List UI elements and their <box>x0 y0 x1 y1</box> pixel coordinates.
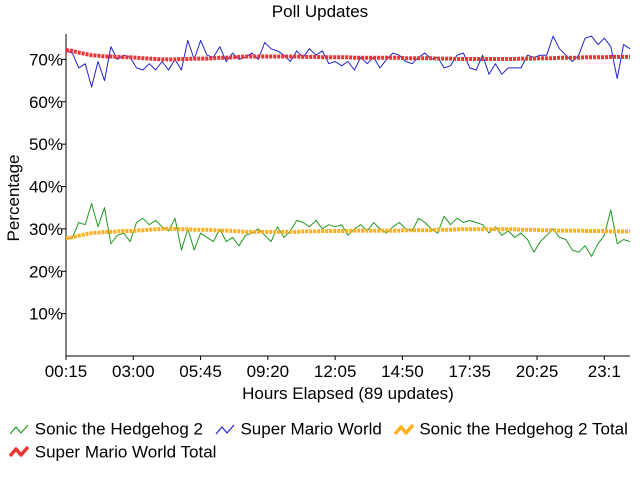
legend-item: Sonic the Hedgehog 2 <box>8 418 203 441</box>
y-tick-label: 30% <box>29 220 63 239</box>
x-tick-label: 23:1 <box>588 362 621 381</box>
y-tick-label: 70% <box>29 50 63 69</box>
y-tick-label: 20% <box>29 262 63 281</box>
legend-label: Sonic the Hedgehog 2 <box>34 419 203 439</box>
plot-axes <box>65 34 630 357</box>
legend-swatch-line <box>393 423 414 435</box>
legend-swatch-line <box>9 424 29 434</box>
legend-swatch-icon <box>215 424 235 434</box>
x-tick-label: 09:20 <box>247 362 290 381</box>
x-tick-label: 00:15 <box>45 362 88 381</box>
x-tick-label: 17:35 <box>448 362 491 381</box>
legend-label: Super Mario World Total <box>34 442 217 462</box>
x-tick-label: 03:00 <box>112 362 155 381</box>
legend-label: Super Mario World <box>240 419 382 439</box>
y-tick-label: 10% <box>29 305 63 324</box>
legend-swatch-icon <box>9 424 29 434</box>
y-tick-label: 60% <box>29 93 63 112</box>
legend-item: Sonic the Hedgehog 2 Total <box>393 418 628 441</box>
y-tick-label: 40% <box>29 178 63 197</box>
y-tick-label: 50% <box>29 135 63 154</box>
legend-swatch-icon <box>393 423 414 435</box>
x-axis-ticks: 00:15 03:00 05:45 09:20 12:05 14:50 17:35 20:25… <box>45 356 621 381</box>
x-axis-label: Hours Elapsed (89 updates) <box>242 384 454 403</box>
series-line-0 <box>65 203 631 257</box>
x-tick-label: 05:45 <box>179 362 222 381</box>
legend-swatch-line <box>215 424 235 434</box>
legend-label: Sonic the Hedgehog 2 Total <box>419 419 628 439</box>
y-axis-label: Percentage <box>4 155 23 242</box>
legend-item: Super Mario World Total <box>8 441 216 464</box>
x-tick-label: 12:05 <box>314 362 357 381</box>
legend-swatch-icon <box>8 445 30 458</box>
series-layer <box>65 35 631 257</box>
legend-swatch-line <box>8 445 30 458</box>
x-tick-label: 14:50 <box>381 362 424 381</box>
y-axis-ticks: 10% 20% 30% 40% 50% 60% 70% <box>29 50 66 324</box>
chart-title: Poll Updates <box>271 2 369 21</box>
legend-item: Super Mario World <box>214 418 382 441</box>
series-line-2 <box>65 226 630 241</box>
x-tick-label: 20:25 <box>516 362 559 381</box>
series-line-3 <box>65 48 630 62</box>
series-line-1 <box>65 35 631 88</box>
legend: Sonic the Hedgehog 2 Super Mario World S… <box>8 418 636 463</box>
